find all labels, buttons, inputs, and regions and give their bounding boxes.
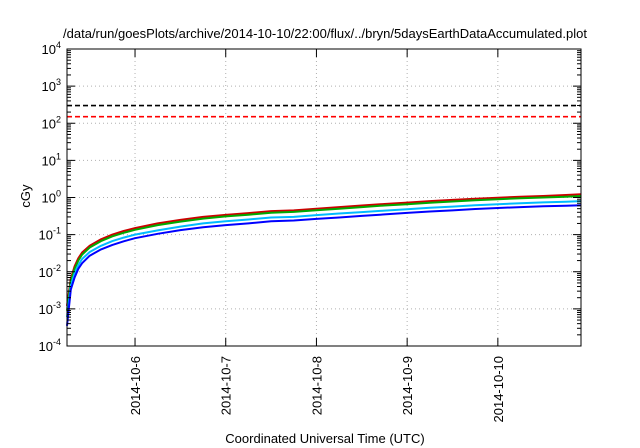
series-line: [66, 204, 582, 326]
y-tick-label: 10-4: [39, 337, 61, 354]
x-axis-label: Coordinated Universal Time (UTC): [225, 431, 424, 446]
y-tick-label: 10-1: [39, 226, 61, 243]
series-line: [66, 193, 582, 307]
plot-frame: [66, 48, 582, 347]
series-line: [66, 200, 582, 318]
x-tick-label: 2014-10-9: [400, 356, 415, 415]
axes: [66, 48, 582, 347]
y-tick-label: 10-2: [39, 263, 61, 280]
x-tick-label: 2014-10-10: [491, 356, 506, 423]
series-group: [66, 193, 582, 326]
y-tick-label: 10-3: [39, 300, 61, 317]
y-tick-label: 103: [42, 77, 61, 94]
y-tick-label: 100: [42, 189, 61, 206]
x-tick-label: 2014-10-7: [219, 356, 234, 415]
y-tick-label: 102: [42, 114, 61, 131]
x-tick-label: 2014-10-6: [128, 356, 143, 415]
x-tick-label: 2014-10-8: [309, 356, 324, 415]
x-tick-labels: 2014-10-6 2014-10-7 2014-10-8 2014-10-9 2014…: [128, 356, 506, 423]
reference-lines: [67, 104, 581, 118]
y-tick-label: 101: [42, 151, 61, 168]
y-tick-labels: 10-4 10-3 10-2 10-1 100 101 102 103 104: [39, 40, 61, 354]
series-line: [66, 195, 582, 311]
y-axis-label: cGy: [18, 184, 33, 208]
chart-title: /data/run/goesPlots/archive/2014-10-10/2…: [63, 26, 587, 41]
y-tick-label: 104: [42, 40, 61, 57]
